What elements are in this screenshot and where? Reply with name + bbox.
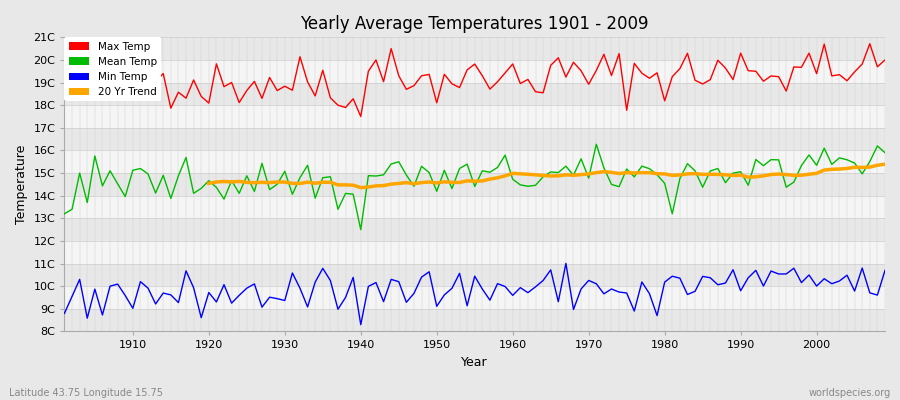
- Bar: [65, 60, 885, 82]
- Y-axis label: Temperature: Temperature: [15, 145, 28, 224]
- Bar: [65, 264, 885, 286]
- Text: Latitude 43.75 Longitude 15.75: Latitude 43.75 Longitude 15.75: [9, 388, 163, 398]
- X-axis label: Year: Year: [462, 356, 488, 369]
- Bar: [65, 105, 885, 128]
- Bar: [65, 82, 885, 105]
- Bar: [65, 173, 885, 196]
- Bar: [65, 196, 885, 218]
- Bar: [65, 218, 885, 241]
- Bar: [65, 37, 885, 60]
- Bar: [65, 309, 885, 332]
- Bar: [65, 286, 885, 309]
- Legend: Max Temp, Mean Temp, Min Temp, 20 Yr Trend: Max Temp, Mean Temp, Min Temp, 20 Yr Tre…: [65, 37, 161, 101]
- Text: worldspecies.org: worldspecies.org: [809, 388, 891, 398]
- Bar: [65, 128, 885, 150]
- Bar: [65, 241, 885, 264]
- Title: Yearly Average Temperatures 1901 - 2009: Yearly Average Temperatures 1901 - 2009: [301, 15, 649, 33]
- Bar: [65, 150, 885, 173]
